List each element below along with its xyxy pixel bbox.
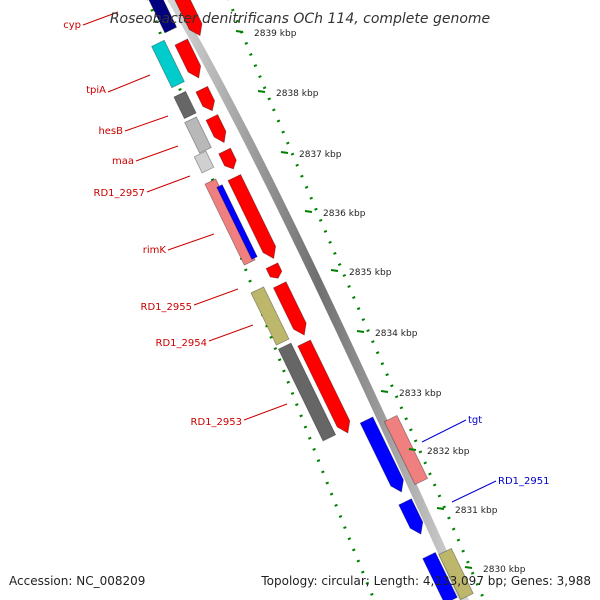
label-leader-line <box>124 115 169 132</box>
gene-label[interactable]: RD1_2955 <box>141 302 192 313</box>
label-leader-line <box>208 324 254 342</box>
label-leader-line <box>107 74 151 93</box>
label-leader-line <box>146 175 191 193</box>
topology-text: Topology: circular; Length: 4,133,097 bp… <box>261 574 591 588</box>
feature-track <box>146 0 474 600</box>
reverse-gene-block[interactable] <box>193 150 215 174</box>
accession-text: Accession: NC_008209 <box>9 574 146 588</box>
genome-backbone <box>167 0 470 600</box>
gene-label[interactable]: RD1_2953 <box>191 417 242 428</box>
gene-label[interactable]: RD1_2957 <box>94 188 145 199</box>
gene-label[interactable]: maa <box>112 156 134 167</box>
scale-tick <box>464 566 473 569</box>
reverse-gene-block[interactable] <box>184 116 212 154</box>
label-leaders <box>82 11 497 503</box>
reverse-gene-block[interactable] <box>359 416 408 495</box>
gene-label[interactable]: RD1_2954 <box>156 338 207 349</box>
scale-label: 2837 kbp <box>299 150 342 160</box>
scale-tick <box>356 330 365 333</box>
reverse-gene-block[interactable] <box>146 0 178 34</box>
reverse-gene-block[interactable] <box>151 39 185 89</box>
scale-tick <box>235 30 244 33</box>
forward-gene-block[interactable] <box>265 262 284 281</box>
map-title: Roseobacter denitrificans OCh 114, compl… <box>110 11 490 27</box>
scale-tick <box>436 507 445 510</box>
forward-gene-block[interactable] <box>227 173 280 261</box>
scale-label: 2835 kbp <box>349 268 392 278</box>
scale-label: 2836 kbp <box>323 209 366 219</box>
scale-tick <box>330 269 339 272</box>
scale-track: 2839 kbp 2838 kbp 2837 kbp 2836 kbp 2835 kbp… <box>235 29 526 575</box>
forward-gene-block[interactable] <box>272 281 310 338</box>
label-leader-line <box>421 419 467 443</box>
label-leader-line <box>167 233 215 251</box>
gene-label[interactable]: tpiA <box>86 85 106 96</box>
forward-gene-block[interactable] <box>173 0 207 39</box>
gene-label[interactable]: hesB <box>98 126 123 137</box>
scale-label: 2833 kbp <box>399 389 442 399</box>
reverse-gene-block[interactable] <box>216 184 258 260</box>
label-leader-line <box>193 288 239 306</box>
scale-tick <box>408 448 417 451</box>
scale-label: 2832 kbp <box>427 447 470 457</box>
reverse-gene-block[interactable] <box>398 498 427 537</box>
scale-tick <box>257 90 266 93</box>
label-leader-line <box>135 145 179 162</box>
gene-label[interactable]: RD1_2951 <box>498 476 549 487</box>
gene-labels: cyp tpiA hesB maa RD1_2957 rimK RD1_2955 RD1_29… <box>63 20 549 487</box>
scale-tick <box>280 151 289 154</box>
forward-gene-block[interactable] <box>297 339 354 436</box>
scale-label: 2839 kbp <box>254 29 297 39</box>
label-leader-line <box>243 403 288 421</box>
label-leader-line <box>451 480 497 503</box>
scale-tick <box>304 210 313 213</box>
gene-label[interactable]: cyp <box>63 20 81 31</box>
gene-label[interactable]: tgt <box>468 415 482 426</box>
forward-gene-block[interactable] <box>218 147 239 172</box>
forward-gene-block[interactable] <box>174 38 205 81</box>
scale-label: 2830 kbp <box>483 565 526 575</box>
reverse-gene-block[interactable] <box>422 551 458 600</box>
reverse-gene-block[interactable] <box>173 90 197 120</box>
scale-label: 2831 kbp <box>455 506 498 516</box>
label-leader-line <box>82 11 119 26</box>
tick-track-outer <box>227 0 486 600</box>
forward-gene-block[interactable] <box>383 414 429 486</box>
forward-gene-block[interactable] <box>205 114 230 146</box>
reverse-gene-block[interactable] <box>250 286 290 346</box>
scale-label: 2834 kbp <box>375 329 418 339</box>
scale-label: 2838 kbp <box>276 89 319 99</box>
gene-label[interactable]: rimK <box>143 245 167 256</box>
forward-gene-block[interactable] <box>195 85 218 113</box>
reverse-gene-block[interactable] <box>277 342 337 442</box>
scale-tick <box>380 390 389 393</box>
